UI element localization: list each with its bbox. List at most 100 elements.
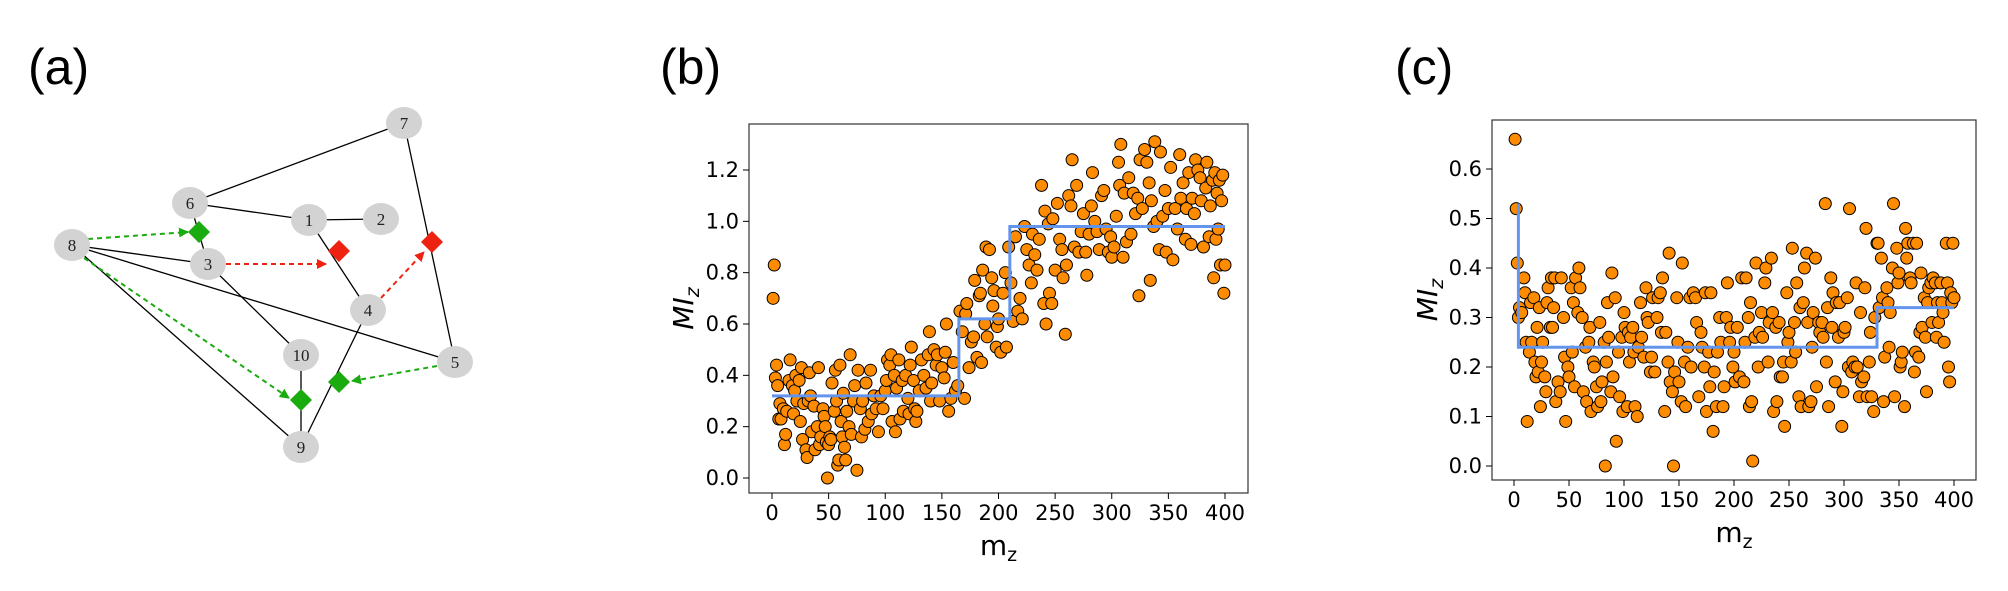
scatter-point — [1832, 330, 1845, 344]
scatter-point — [987, 284, 1001, 298]
y-tick-label: 0.0 — [706, 466, 739, 490]
scatter-point — [1883, 306, 1897, 320]
scatter-point — [1536, 335, 1550, 349]
scatter-point — [805, 425, 819, 439]
scatter-point — [1030, 263, 1044, 277]
scatter-point — [982, 243, 996, 257]
scatter-point — [1511, 311, 1525, 324]
scatter-point — [1547, 301, 1561, 315]
scatter-point — [1764, 251, 1778, 265]
scatter-point — [796, 433, 810, 446]
scatter-point — [1624, 330, 1638, 344]
panel-label-c: (c) — [1395, 39, 1454, 95]
scatter-point — [1878, 350, 1892, 364]
scatter-point — [1189, 153, 1203, 167]
green-diamond-marker — [188, 221, 210, 243]
scatter-point — [1641, 315, 1655, 329]
scatter-point — [779, 427, 793, 441]
scatter-point — [1943, 375, 1957, 389]
scatter-point — [1761, 355, 1775, 369]
scatter-point — [1538, 370, 1552, 384]
scatter-point — [1104, 230, 1118, 244]
scatter-point — [1059, 258, 1073, 272]
scatter-point — [914, 353, 928, 367]
scatter-point — [990, 320, 1004, 334]
scatter-point — [1728, 375, 1742, 389]
scatter-point — [1755, 306, 1768, 320]
scatter-point — [1122, 171, 1136, 185]
scatter-point — [1062, 189, 1076, 203]
scatter-point — [1790, 276, 1804, 290]
scatter-point — [944, 391, 958, 405]
graph-node-label: 5 — [451, 353, 460, 372]
scatter-point — [1586, 355, 1600, 369]
scatter-point — [1739, 271, 1753, 285]
graph-node-8 — [54, 229, 90, 261]
scatter-point — [1751, 360, 1765, 374]
scatter-point — [1143, 273, 1157, 287]
scatter-point — [1518, 286, 1532, 300]
scatter-point — [819, 435, 833, 449]
scatter-point — [822, 438, 836, 452]
scatter-point — [1126, 186, 1140, 200]
scatter-point — [885, 415, 899, 429]
scatter-point — [1185, 191, 1199, 205]
panel-label-a: (a) — [28, 39, 90, 95]
scatter-point — [850, 463, 864, 477]
scatter-point — [1828, 375, 1842, 389]
scatter-point — [1216, 168, 1230, 182]
scatter-point — [1533, 400, 1547, 414]
scatter-point — [903, 358, 917, 372]
graph-edge — [189, 122, 405, 204]
scatter-point — [1670, 291, 1684, 305]
scatter-point — [1156, 209, 1170, 223]
scatter-point — [1161, 202, 1175, 215]
scatter-point — [792, 373, 806, 387]
scatter-point — [922, 325, 936, 339]
scatter-point — [1090, 225, 1104, 239]
scatter-point — [1860, 390, 1874, 404]
graph-node-6 — [172, 187, 208, 219]
scatter-point — [1535, 355, 1548, 369]
scatter-point — [1606, 370, 1620, 384]
scatter-point — [1630, 410, 1644, 423]
scatter-point — [887, 368, 901, 382]
scatter-point — [856, 394, 870, 408]
scatter-point — [1797, 261, 1811, 275]
scatter-point — [1039, 317, 1053, 331]
scatter-point — [948, 384, 962, 398]
scatter-point — [1020, 243, 1034, 257]
x-tick-label: 150 — [922, 501, 962, 525]
scatter-point — [994, 345, 1008, 359]
graph-edge — [71, 244, 209, 265]
scatter-point — [1672, 375, 1686, 389]
scatter-point — [1187, 207, 1201, 221]
scatter-point — [869, 402, 883, 416]
graph-node-label: 10 — [293, 346, 310, 365]
scatter-point — [1612, 345, 1625, 359]
y-axis-label: MIz — [667, 286, 704, 329]
scatter-point — [890, 381, 904, 395]
scatter-point — [1109, 209, 1123, 223]
scatter-point — [1194, 194, 1208, 208]
scatter-point — [1218, 258, 1232, 272]
scatter-point — [1900, 251, 1914, 265]
scatter-point — [1658, 405, 1672, 419]
scatter-point — [1135, 202, 1149, 215]
scatter-point — [840, 404, 854, 418]
scatter-point — [804, 389, 818, 403]
scatter-point — [1859, 221, 1873, 235]
scatter-point — [770, 358, 784, 372]
y-tick-label: 0.2 — [1449, 355, 1482, 379]
scatter-point — [861, 415, 875, 429]
scatter-point — [1800, 246, 1814, 260]
scatter-point — [1569, 271, 1583, 285]
scatter-point — [1645, 350, 1658, 364]
scatter-point — [1653, 286, 1667, 300]
scatter-point — [773, 397, 787, 411]
scatter-point — [1759, 261, 1773, 275]
scatter-point — [1084, 199, 1098, 213]
scatter-point — [1792, 390, 1806, 404]
scatter-point — [1935, 296, 1949, 310]
scatter-point — [1675, 256, 1689, 270]
